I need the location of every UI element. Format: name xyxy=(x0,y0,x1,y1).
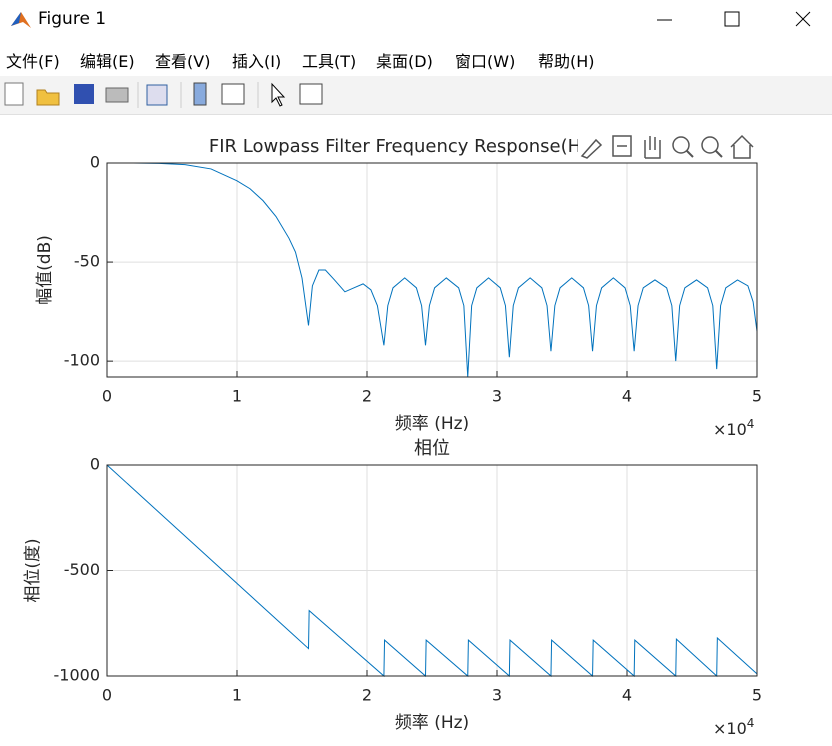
y-tick-label: -500 xyxy=(64,560,100,579)
axes-background xyxy=(107,163,757,377)
zoom-in-icon-lens xyxy=(672,136,690,154)
window-title: Figure 1 xyxy=(38,9,107,29)
x-tick-label: 3 xyxy=(492,387,502,406)
new-icon[interactable] xyxy=(4,82,24,106)
pointer-icon[interactable] xyxy=(271,82,286,107)
zoom-out-icon-handle xyxy=(715,150,723,158)
menu-item[interactable]: 文件(F) xyxy=(6,52,60,71)
axes-toolbar[interactable] xyxy=(578,131,758,162)
pan-icon[interactable] xyxy=(644,136,661,159)
legend-icon[interactable] xyxy=(221,83,245,105)
menu-item[interactable]: 桌面(D) xyxy=(376,52,433,71)
zoom-out-icon-lens xyxy=(701,136,719,154)
open-icon[interactable] xyxy=(36,89,60,106)
y-tick-label: -1000 xyxy=(54,666,101,685)
x-axis-label: 频率 (Hz) xyxy=(395,414,469,434)
y-tick-label: 0 xyxy=(90,455,100,474)
print-icon[interactable] xyxy=(105,87,129,103)
y-axis-label: 相位(度) xyxy=(23,538,43,602)
menu-item[interactable]: 帮助(H) xyxy=(538,52,595,71)
link-icon[interactable] xyxy=(146,84,168,106)
axes-box xyxy=(106,162,758,378)
home-icon[interactable] xyxy=(730,134,754,159)
pan-icon-shape xyxy=(644,136,661,159)
x-tick-label: 1 xyxy=(232,686,242,705)
x-tick-label: 4 xyxy=(622,387,632,406)
x-axis-label: 频率 (Hz) xyxy=(395,713,469,733)
menu-item[interactable]: 工具(T) xyxy=(302,52,357,71)
property-icon[interactable] xyxy=(299,83,323,105)
data-line xyxy=(107,162,758,378)
title-bar: Figure 1 xyxy=(0,0,832,40)
data-line xyxy=(106,464,758,678)
x-tick-label: 0 xyxy=(102,387,112,406)
x-tick-label: 2 xyxy=(362,387,372,406)
axes-toolbar-bg xyxy=(578,131,758,162)
x-tick-label: 4 xyxy=(622,686,632,705)
x-offset-text: ×104 xyxy=(713,417,754,439)
save-icon[interactable] xyxy=(74,84,94,104)
menu-item[interactable]: 编辑(E) xyxy=(80,52,135,71)
datatip-icon[interactable] xyxy=(612,135,632,157)
x-offset-exponent: 4 xyxy=(747,417,755,431)
maximize-button[interactable] xyxy=(724,11,740,27)
toolbar xyxy=(0,76,832,115)
colorbar-icon[interactable] xyxy=(193,82,207,106)
app-icon xyxy=(11,12,31,28)
x-tick-label: 1 xyxy=(232,387,242,406)
x-offset-exponent: 4 xyxy=(747,716,755,730)
y-tick-label: -100 xyxy=(64,351,100,370)
y-axis-label: 幅值(dB) xyxy=(35,235,55,305)
y-tick-label: -50 xyxy=(74,252,100,271)
x-tick-label: 0 xyxy=(102,686,112,705)
menu-item[interactable]: 插入(I) xyxy=(232,52,282,71)
chart-title: 相位 xyxy=(414,438,450,459)
menu-item[interactable]: 窗口(W) xyxy=(455,52,516,71)
x-offset-base: ×10 xyxy=(713,719,747,738)
home-icon-shape xyxy=(730,134,754,159)
zoom-out-icon[interactable] xyxy=(701,136,723,158)
brush-icon[interactable] xyxy=(580,138,603,159)
x-tick-label: 3 xyxy=(492,686,502,705)
zoom-in-icon-handle xyxy=(686,150,694,158)
menu-item[interactable]: 查看(V) xyxy=(155,52,211,71)
y-tick-label: 0 xyxy=(90,153,100,172)
datatip-icon-shape xyxy=(612,135,632,157)
x-tick-label: 5 xyxy=(752,686,762,705)
close-button[interactable] xyxy=(795,11,811,27)
x-offset-text: ×104 xyxy=(713,716,754,738)
x-offset-base: ×10 xyxy=(713,420,747,439)
toolbar-icons[interactable] xyxy=(0,76,340,114)
x-tick-label: 5 xyxy=(752,387,762,406)
menu-bar: 文件(F) 编辑(E) 查看(V) 插入(I) 工具(T) 桌面(D) 窗口(W) 帮助(H) xyxy=(0,40,832,76)
chart-title: FIR Lowpass Filter Frequency Response(Ha… xyxy=(209,136,655,157)
x-tick-label: 2 xyxy=(362,686,372,705)
axes-box xyxy=(106,464,758,677)
window-controls[interactable] xyxy=(652,0,832,40)
zoom-in-icon[interactable] xyxy=(672,136,694,158)
brush-icon-shape xyxy=(580,138,603,159)
